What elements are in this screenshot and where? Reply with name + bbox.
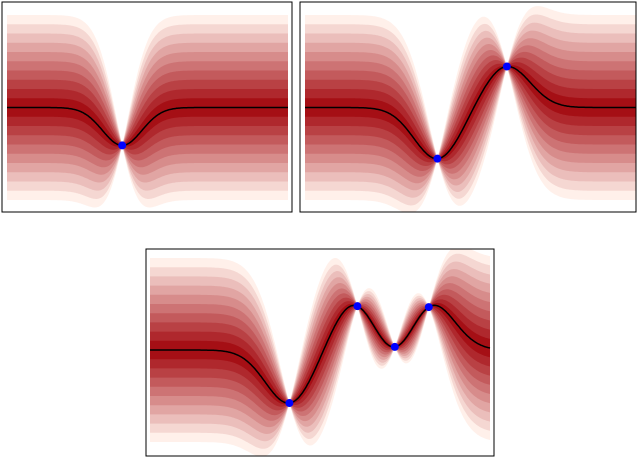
panel-border <box>1 1 293 213</box>
panel <box>145 248 495 457</box>
confidence-bands <box>150 249 490 456</box>
observation-point <box>118 141 127 150</box>
observation-point <box>424 303 433 312</box>
band <box>150 302 490 405</box>
panel-border <box>145 248 495 457</box>
mean-line <box>7 106 288 147</box>
observation-point <box>390 342 399 351</box>
mean-line <box>150 304 491 404</box>
confidence-bands <box>7 15 288 208</box>
panel-border <box>299 1 637 213</box>
panel <box>299 1 637 213</box>
observation-point <box>502 62 511 71</box>
observation-point <box>353 302 362 311</box>
panel <box>1 1 293 213</box>
confidence-bands <box>305 6 636 212</box>
observation-point <box>433 154 442 163</box>
mean-line <box>305 65 636 160</box>
observation-point <box>285 399 294 408</box>
